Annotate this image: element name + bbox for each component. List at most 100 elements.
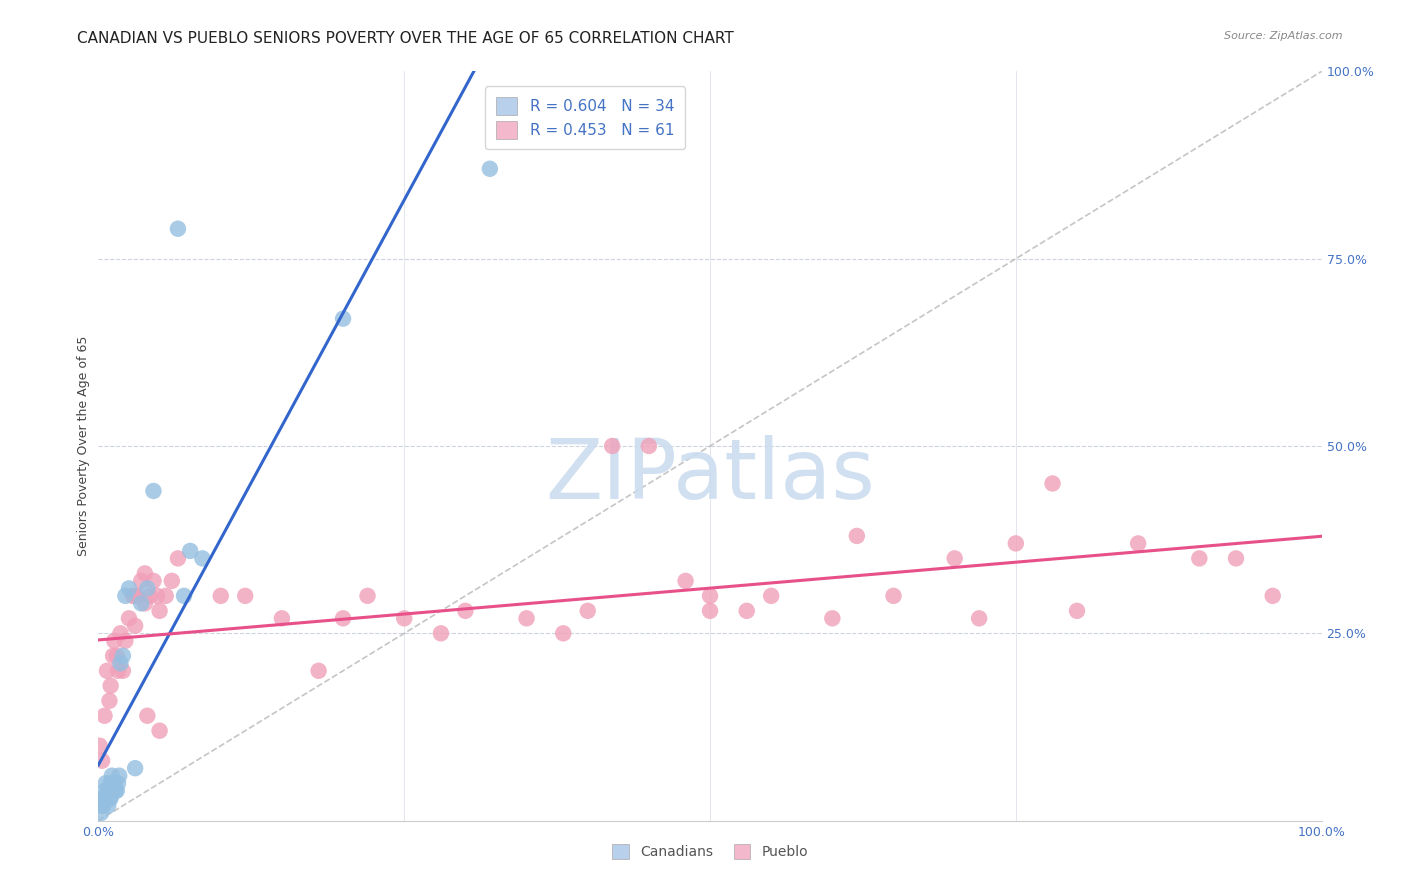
Point	[454, 604, 477, 618]
Text: ZIPatlas: ZIPatlas	[546, 435, 875, 516]
Point	[118, 611, 141, 625]
Point	[209, 589, 232, 603]
Point	[1042, 476, 1064, 491]
Point	[173, 589, 195, 603]
Point	[136, 582, 159, 596]
Point	[96, 791, 118, 805]
Point	[1225, 551, 1247, 566]
Point	[675, 574, 697, 588]
Point	[1066, 604, 1088, 618]
Point	[124, 619, 146, 633]
Point	[134, 596, 156, 610]
Point	[98, 791, 121, 805]
Point	[105, 648, 128, 663]
Point	[160, 574, 183, 588]
Point	[821, 611, 844, 625]
Point	[107, 776, 129, 790]
Point	[107, 664, 129, 678]
Point	[735, 604, 758, 618]
Point	[149, 723, 172, 738]
Point	[149, 604, 172, 618]
Point	[89, 739, 111, 753]
Point	[1188, 551, 1211, 566]
Point	[110, 657, 132, 671]
Point	[699, 589, 721, 603]
Point	[270, 611, 294, 625]
Point	[967, 611, 990, 625]
Point	[167, 221, 190, 235]
Point	[308, 664, 330, 678]
Point	[91, 798, 114, 813]
Point	[637, 439, 661, 453]
Legend: Canadians, Pueblo: Canadians, Pueblo	[605, 838, 815, 866]
Point	[136, 708, 159, 723]
Point	[1004, 536, 1026, 550]
Point	[179, 544, 201, 558]
Point	[93, 708, 115, 723]
Point	[392, 611, 416, 625]
Point	[96, 664, 118, 678]
Point	[191, 551, 214, 566]
Point	[91, 754, 114, 768]
Point	[761, 589, 783, 603]
Point	[142, 574, 165, 588]
Point	[90, 806, 112, 821]
Point	[97, 783, 120, 797]
Point	[129, 596, 152, 610]
Point	[93, 791, 115, 805]
Text: CANADIAN VS PUEBLO SENIORS POVERTY OVER THE AGE OF 65 CORRELATION CHART: CANADIAN VS PUEBLO SENIORS POVERTY OVER …	[77, 31, 734, 46]
Point	[108, 769, 131, 783]
Point	[515, 611, 537, 625]
Point	[142, 483, 165, 498]
Point	[114, 633, 136, 648]
Point	[146, 589, 169, 603]
Point	[332, 611, 354, 625]
Point	[478, 161, 501, 176]
Point	[111, 648, 134, 663]
Point	[100, 791, 122, 805]
Point	[553, 626, 575, 640]
Point	[1128, 536, 1150, 550]
Point	[121, 589, 143, 603]
Point	[91, 791, 114, 805]
Point	[97, 798, 120, 813]
Point	[332, 311, 354, 326]
Point	[114, 589, 136, 603]
Point	[101, 648, 124, 663]
Text: Source: ZipAtlas.com: Source: ZipAtlas.com	[1225, 31, 1343, 41]
Point	[1261, 589, 1284, 603]
Point	[104, 783, 127, 797]
Point	[124, 761, 146, 775]
Point	[94, 776, 117, 790]
Point	[699, 604, 721, 618]
Point	[100, 679, 122, 693]
Point	[118, 582, 141, 596]
Point	[111, 664, 134, 678]
Point	[845, 529, 868, 543]
Point	[103, 776, 125, 790]
Point	[139, 589, 162, 603]
Point	[91, 798, 114, 813]
Point	[943, 551, 966, 566]
Point	[103, 633, 125, 648]
Point	[127, 589, 149, 603]
Point	[430, 626, 453, 640]
Point	[98, 694, 121, 708]
Point	[155, 589, 177, 603]
Point	[167, 551, 190, 566]
Point	[576, 604, 599, 618]
Point	[110, 626, 132, 640]
Point	[93, 783, 115, 797]
Y-axis label: Seniors Poverty Over the Age of 65: Seniors Poverty Over the Age of 65	[77, 335, 90, 557]
Point	[233, 589, 256, 603]
Point	[101, 783, 124, 797]
Point	[134, 566, 156, 581]
Point	[124, 589, 146, 603]
Point	[100, 776, 122, 790]
Point	[129, 574, 152, 588]
Point	[600, 439, 623, 453]
Point	[356, 589, 378, 603]
Point	[105, 783, 128, 797]
Point	[101, 769, 124, 783]
Point	[883, 589, 905, 603]
